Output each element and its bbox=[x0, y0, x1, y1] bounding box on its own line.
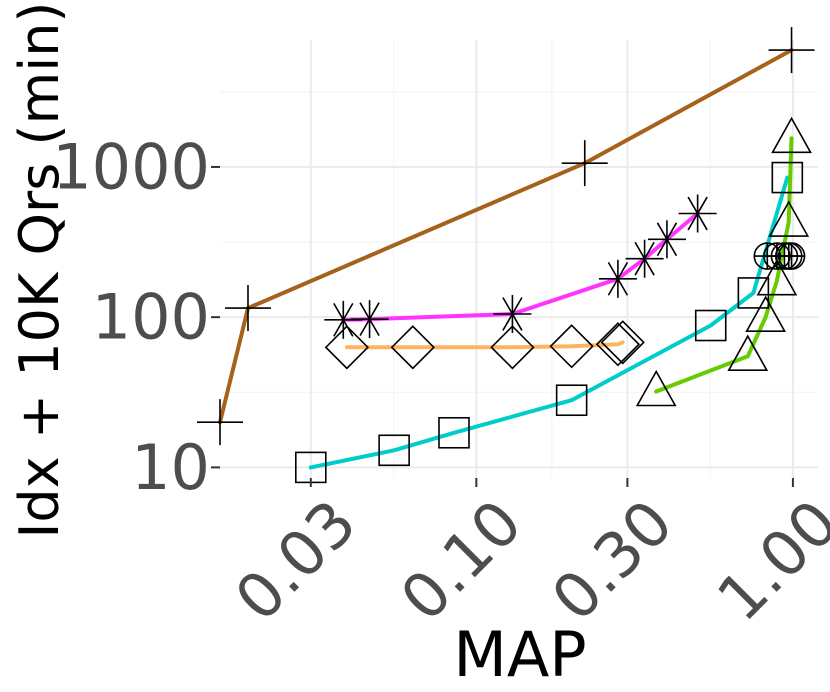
diamond-marker bbox=[324, 325, 370, 370]
x-tick-label: 1.00 bbox=[703, 486, 830, 635]
asterisk-marker bbox=[598, 259, 637, 298]
series-line bbox=[344, 340, 625, 350]
marker-shape bbox=[390, 325, 435, 370]
y-tick-label: 10 bbox=[131, 431, 210, 504]
marker-shape bbox=[771, 116, 812, 154]
marker-shape bbox=[745, 295, 787, 332]
x-axis-title: MAP bbox=[453, 618, 586, 691]
asterisk-marker bbox=[625, 239, 664, 278]
marker-shape bbox=[694, 309, 727, 342]
grid-lines bbox=[220, 40, 818, 478]
plus-marker bbox=[768, 27, 815, 74]
y-tick-label: 100 bbox=[92, 281, 210, 354]
x-tick-label: 0.03 bbox=[221, 486, 370, 635]
asterisk-marker bbox=[493, 294, 532, 333]
data-markers bbox=[197, 27, 815, 484]
series-line bbox=[654, 136, 794, 394]
marker-shape bbox=[768, 200, 810, 237]
triangle-marker bbox=[756, 259, 798, 296]
marker-shape bbox=[490, 325, 535, 370]
plus-marker bbox=[224, 285, 271, 332]
square-marker bbox=[771, 161, 804, 194]
x-tick-label: 0.30 bbox=[538, 486, 687, 635]
tick-labels: 10 100 1000 0.03 0.10 0.30 1.00 bbox=[52, 130, 830, 635]
marker-shape bbox=[378, 434, 410, 467]
plus-marker bbox=[197, 399, 243, 446]
square-marker bbox=[694, 309, 727, 342]
marker-shape bbox=[756, 259, 798, 296]
x-tick-label: 0.10 bbox=[387, 486, 536, 635]
marker-shape bbox=[771, 161, 804, 194]
triangle-marker bbox=[771, 116, 812, 154]
marker-shape bbox=[324, 325, 370, 370]
asterisk-marker bbox=[678, 194, 717, 233]
marker-shape bbox=[727, 334, 769, 371]
marker-shape bbox=[549, 324, 594, 369]
triangle-marker bbox=[745, 295, 787, 332]
y-tick-label: 1000 bbox=[52, 130, 210, 203]
square-marker bbox=[438, 416, 470, 449]
square-marker bbox=[555, 384, 588, 417]
series-lines bbox=[218, 48, 794, 470]
marker-shape bbox=[438, 416, 470, 449]
asterisk-marker bbox=[350, 300, 389, 339]
diamond-marker bbox=[549, 324, 594, 369]
asterisk-marker bbox=[647, 220, 686, 259]
marker-shape bbox=[635, 369, 677, 407]
series-line bbox=[218, 48, 794, 425]
marker-shape bbox=[600, 320, 645, 365]
triangle-marker bbox=[635, 369, 677, 407]
marker-shape bbox=[737, 277, 770, 309]
diamond-marker bbox=[600, 320, 645, 365]
square-marker bbox=[378, 434, 410, 467]
plus-marker bbox=[561, 140, 608, 187]
triangle-marker bbox=[727, 334, 769, 371]
diamond-marker bbox=[595, 322, 641, 367]
marker-shape bbox=[595, 322, 641, 367]
circle-plus-marker bbox=[777, 242, 806, 270]
diamond-marker bbox=[490, 325, 535, 370]
triangle-marker bbox=[768, 200, 810, 237]
series-line bbox=[308, 175, 790, 470]
y-axis-title: Idx + 10K Qrs (min) bbox=[8, 2, 71, 539]
diamond-marker bbox=[390, 325, 435, 370]
marker-shape bbox=[555, 384, 588, 417]
square-marker bbox=[737, 277, 770, 309]
